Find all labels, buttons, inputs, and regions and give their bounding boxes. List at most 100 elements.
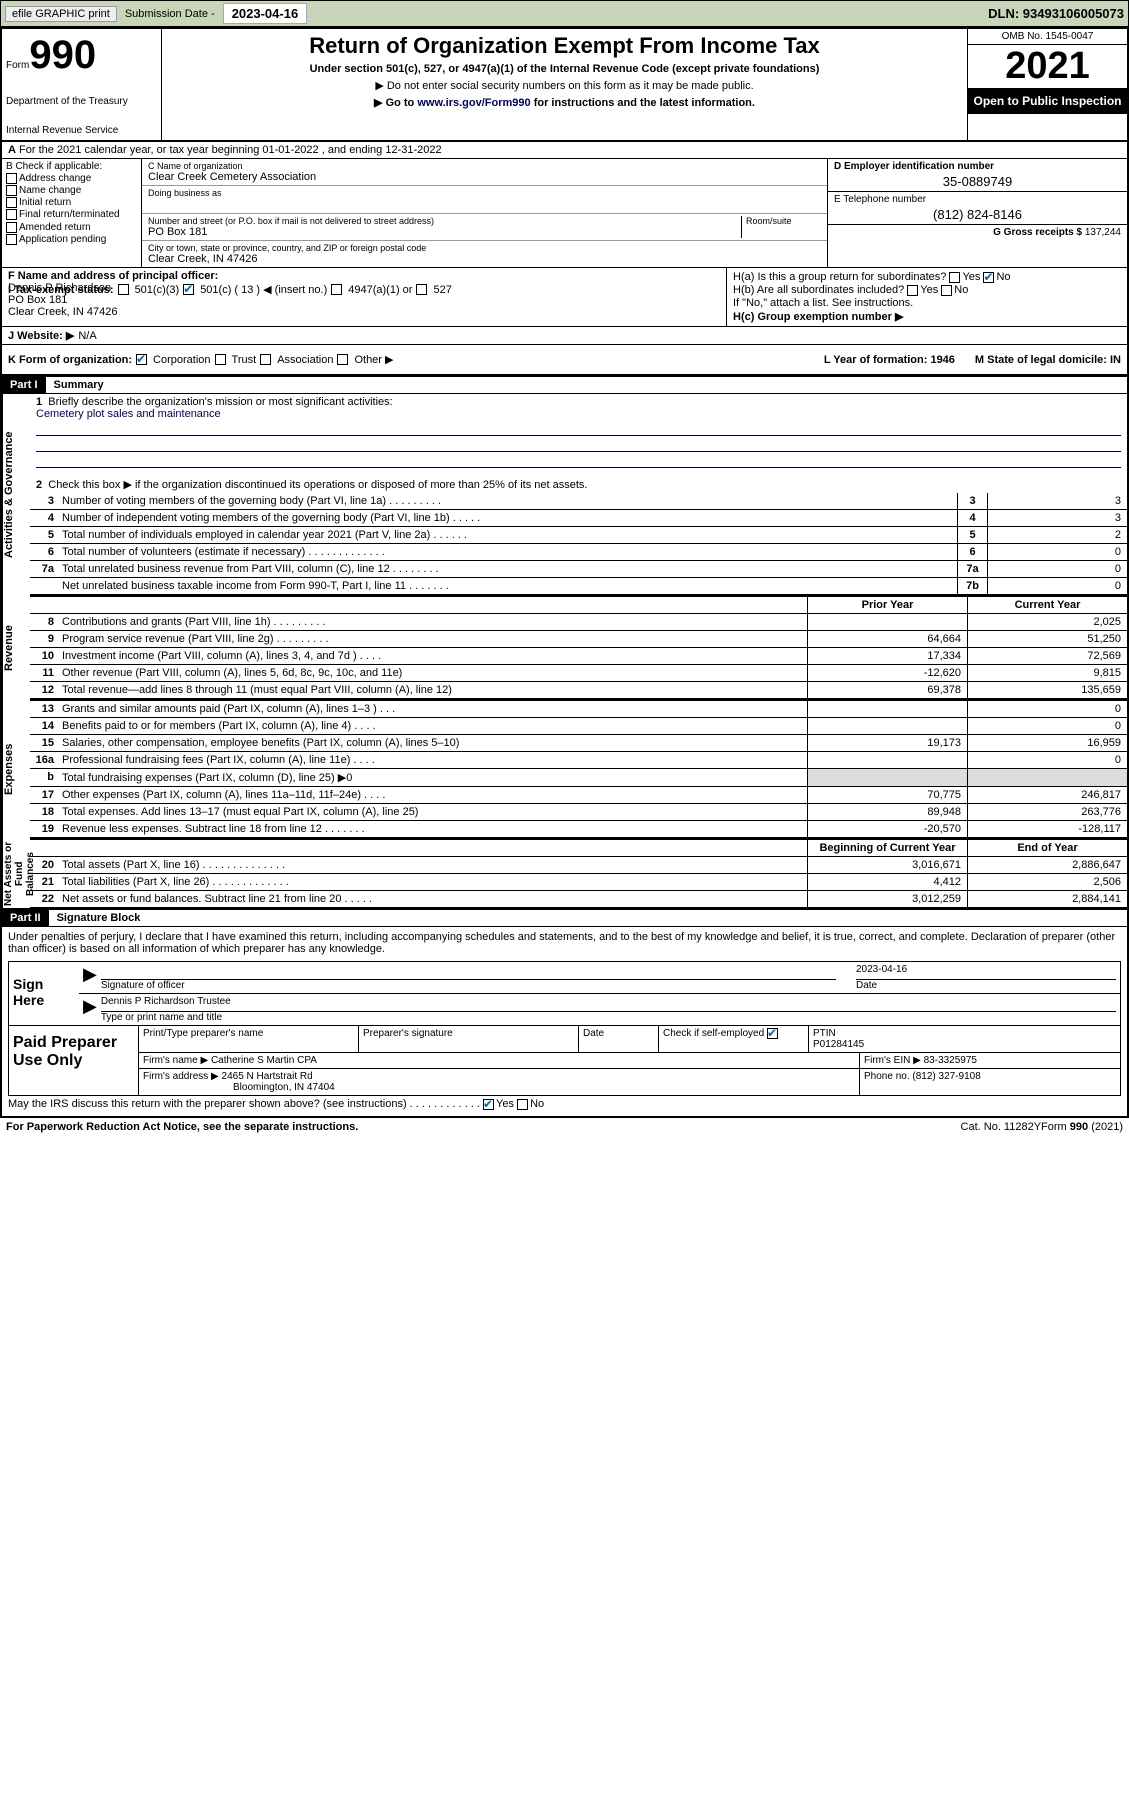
chk-pending[interactable] xyxy=(6,234,17,245)
chk-assoc[interactable] xyxy=(260,354,271,365)
discuss-no[interactable] xyxy=(517,1099,528,1110)
k-corp: Corporation xyxy=(153,354,210,366)
summary-row: 14Benefits paid to or for members (Part … xyxy=(30,718,1127,735)
sig-date-label: Date xyxy=(856,980,1116,991)
chk-527[interactable] xyxy=(416,284,427,295)
summary-row: 16aProfessional fundraising fees (Part I… xyxy=(30,752,1127,769)
ptin: P01284145 xyxy=(813,1039,1116,1050)
discuss-yes[interactable] xyxy=(483,1099,494,1110)
chk-self-emp[interactable] xyxy=(767,1028,778,1039)
d-label: D Employer identification number xyxy=(834,161,1121,172)
hb-label: H(b) Are all subordinates included? xyxy=(733,284,904,296)
chk-4947[interactable] xyxy=(331,284,342,295)
firm-ein: 83-3325975 xyxy=(924,1055,977,1066)
pt-name-label: Print/Type preparer's name xyxy=(139,1026,359,1052)
part-ii-title: Signature Block xyxy=(49,910,149,926)
g-label: G Gross receipts $ xyxy=(993,227,1082,238)
c-name-label: C Name of organization xyxy=(148,161,821,171)
signature-block: Under penalties of perjury, I declare th… xyxy=(2,927,1127,1116)
pp-sig-label: Preparer's signature xyxy=(359,1026,579,1052)
col-begin: Beginning of Current Year xyxy=(807,840,967,856)
summary-row: bTotal fundraising expenses (Part IX, co… xyxy=(30,769,1127,787)
chk-other[interactable] xyxy=(337,354,348,365)
chk-final[interactable] xyxy=(6,209,17,220)
arrow-icon-2: ▶ xyxy=(83,996,97,1023)
firm-addr-label: Firm's address ▶ xyxy=(143,1071,219,1082)
hb-no-l: No xyxy=(954,284,968,296)
firm-phone: (812) 327-9108 xyxy=(912,1071,980,1082)
efile-print-button[interactable]: efile GRAPHIC print xyxy=(5,6,117,22)
part-ii-header: Part II Signature Block xyxy=(2,908,1127,927)
part-i-header: Part I Summary xyxy=(2,375,1127,394)
e-label: E Telephone number xyxy=(834,194,1121,205)
tax-year: 2021 xyxy=(968,45,1127,88)
firm-ein-label: Firm's EIN ▶ xyxy=(864,1055,921,1066)
chk-501c3[interactable] xyxy=(118,284,129,295)
summary-row: 8Contributions and grants (Part VIII, li… xyxy=(30,614,1127,631)
declaration: Under penalties of perjury, I declare th… xyxy=(8,931,1121,955)
dept-treasury: Department of the Treasury xyxy=(6,96,157,107)
hb-note: If "No," attach a list. See instructions… xyxy=(733,297,1121,309)
tab-governance: Activities & Governance xyxy=(2,394,30,595)
gross-receipts: 137,244 xyxy=(1085,227,1121,238)
room-label: Room/suite xyxy=(741,216,821,238)
hc-label: H(c) Group exemption number ▶ xyxy=(733,310,1121,323)
officer-print: Dennis P Richardson Trustee xyxy=(101,996,1116,1012)
top-toolbar: efile GRAPHIC print Submission Date - 20… xyxy=(0,0,1129,27)
chk-amended[interactable] xyxy=(6,222,17,233)
hb-no[interactable] xyxy=(941,285,952,296)
summary-row: 13Grants and similar amounts paid (Part … xyxy=(30,701,1127,718)
form-number: 990 xyxy=(29,33,96,77)
summary-row: 6Total number of volunteers (estimate if… xyxy=(30,544,1127,561)
ha-yes[interactable] xyxy=(949,272,960,283)
chk-address[interactable] xyxy=(6,173,17,184)
form-note-1: ▶ Do not enter social security numbers o… xyxy=(170,79,959,92)
chk-name[interactable] xyxy=(6,185,17,196)
goto-pre: ▶ Go to xyxy=(374,97,417,109)
firm-phone-label: Phone no. xyxy=(864,1071,910,1082)
hb-yes[interactable] xyxy=(907,285,918,296)
part-ii-tag: Part II xyxy=(2,910,49,926)
col-current: Current Year xyxy=(967,597,1127,613)
i-c3: 501(c)(3) xyxy=(135,284,180,296)
type-name-label: Type or print name and title xyxy=(101,1012,1116,1023)
discuss-q: May the IRS discuss this return with the… xyxy=(8,1098,480,1110)
summary-row: 5Total number of individuals employed in… xyxy=(30,527,1127,544)
ptin-label: PTIN xyxy=(813,1028,1116,1039)
chk-501c[interactable] xyxy=(183,284,194,295)
row-i: I Tax-exempt status: 501(c)(3) 501(c) ( … xyxy=(2,281,562,298)
summary-row: 19Revenue less expenses. Subtract line 1… xyxy=(30,821,1127,838)
chk-corp[interactable] xyxy=(136,354,147,365)
submission-date: 2023-04-16 xyxy=(223,3,308,24)
ein: 35-0889749 xyxy=(834,174,1121,189)
summary-row: 17Other expenses (Part IX, column (A), l… xyxy=(30,787,1127,804)
k-trust: Trust xyxy=(232,354,257,366)
hb-yes-l: Yes xyxy=(920,284,938,296)
ha-yes-l: Yes xyxy=(962,271,980,283)
mission-link[interactable]: Cemetery plot sales and maintenance xyxy=(36,408,221,420)
chk-initial[interactable] xyxy=(6,197,17,208)
tab-netassets: Net Assets or Fund Balances xyxy=(2,840,30,908)
b-label: B Check if applicable: xyxy=(6,161,137,172)
ha-no[interactable] xyxy=(983,272,994,283)
block-b-to-g: B Check if applicable: Address change Na… xyxy=(2,159,1127,268)
irs-link[interactable]: www.irs.gov/Form990 xyxy=(417,97,530,109)
col-end: End of Year xyxy=(967,840,1127,856)
j-label: J Website: ▶ xyxy=(8,329,74,342)
open-public: Open to Public Inspection xyxy=(968,88,1127,114)
summary-row: 12Total revenue—add lines 8 through 11 (… xyxy=(30,682,1127,699)
section-c: C Name of organization Clear Creek Cemet… xyxy=(142,159,827,267)
summary-row: 20Total assets (Part X, line 16) . . . .… xyxy=(30,857,1127,874)
summary-row: 9Program service revenue (Part VIII, lin… xyxy=(30,631,1127,648)
chk-trust[interactable] xyxy=(215,354,226,365)
dba-label: Doing business as xyxy=(148,188,821,198)
firm-city: Bloomington, IN 47404 xyxy=(233,1082,335,1093)
b-opt-3: Final return/terminated xyxy=(19,210,120,221)
q1-label: Briefly describe the organization's miss… xyxy=(48,396,392,408)
row-j: J Website: ▶ N/A xyxy=(2,327,1127,345)
form-subtitle: Under section 501(c), 527, or 4947(a)(1)… xyxy=(170,63,959,75)
col-prior: Prior Year xyxy=(807,597,967,613)
q2-label: Check this box ▶ if the organization dis… xyxy=(48,479,587,491)
b-opt-5: Application pending xyxy=(19,234,106,245)
firm-name: Catherine S Martin CPA xyxy=(211,1055,317,1066)
